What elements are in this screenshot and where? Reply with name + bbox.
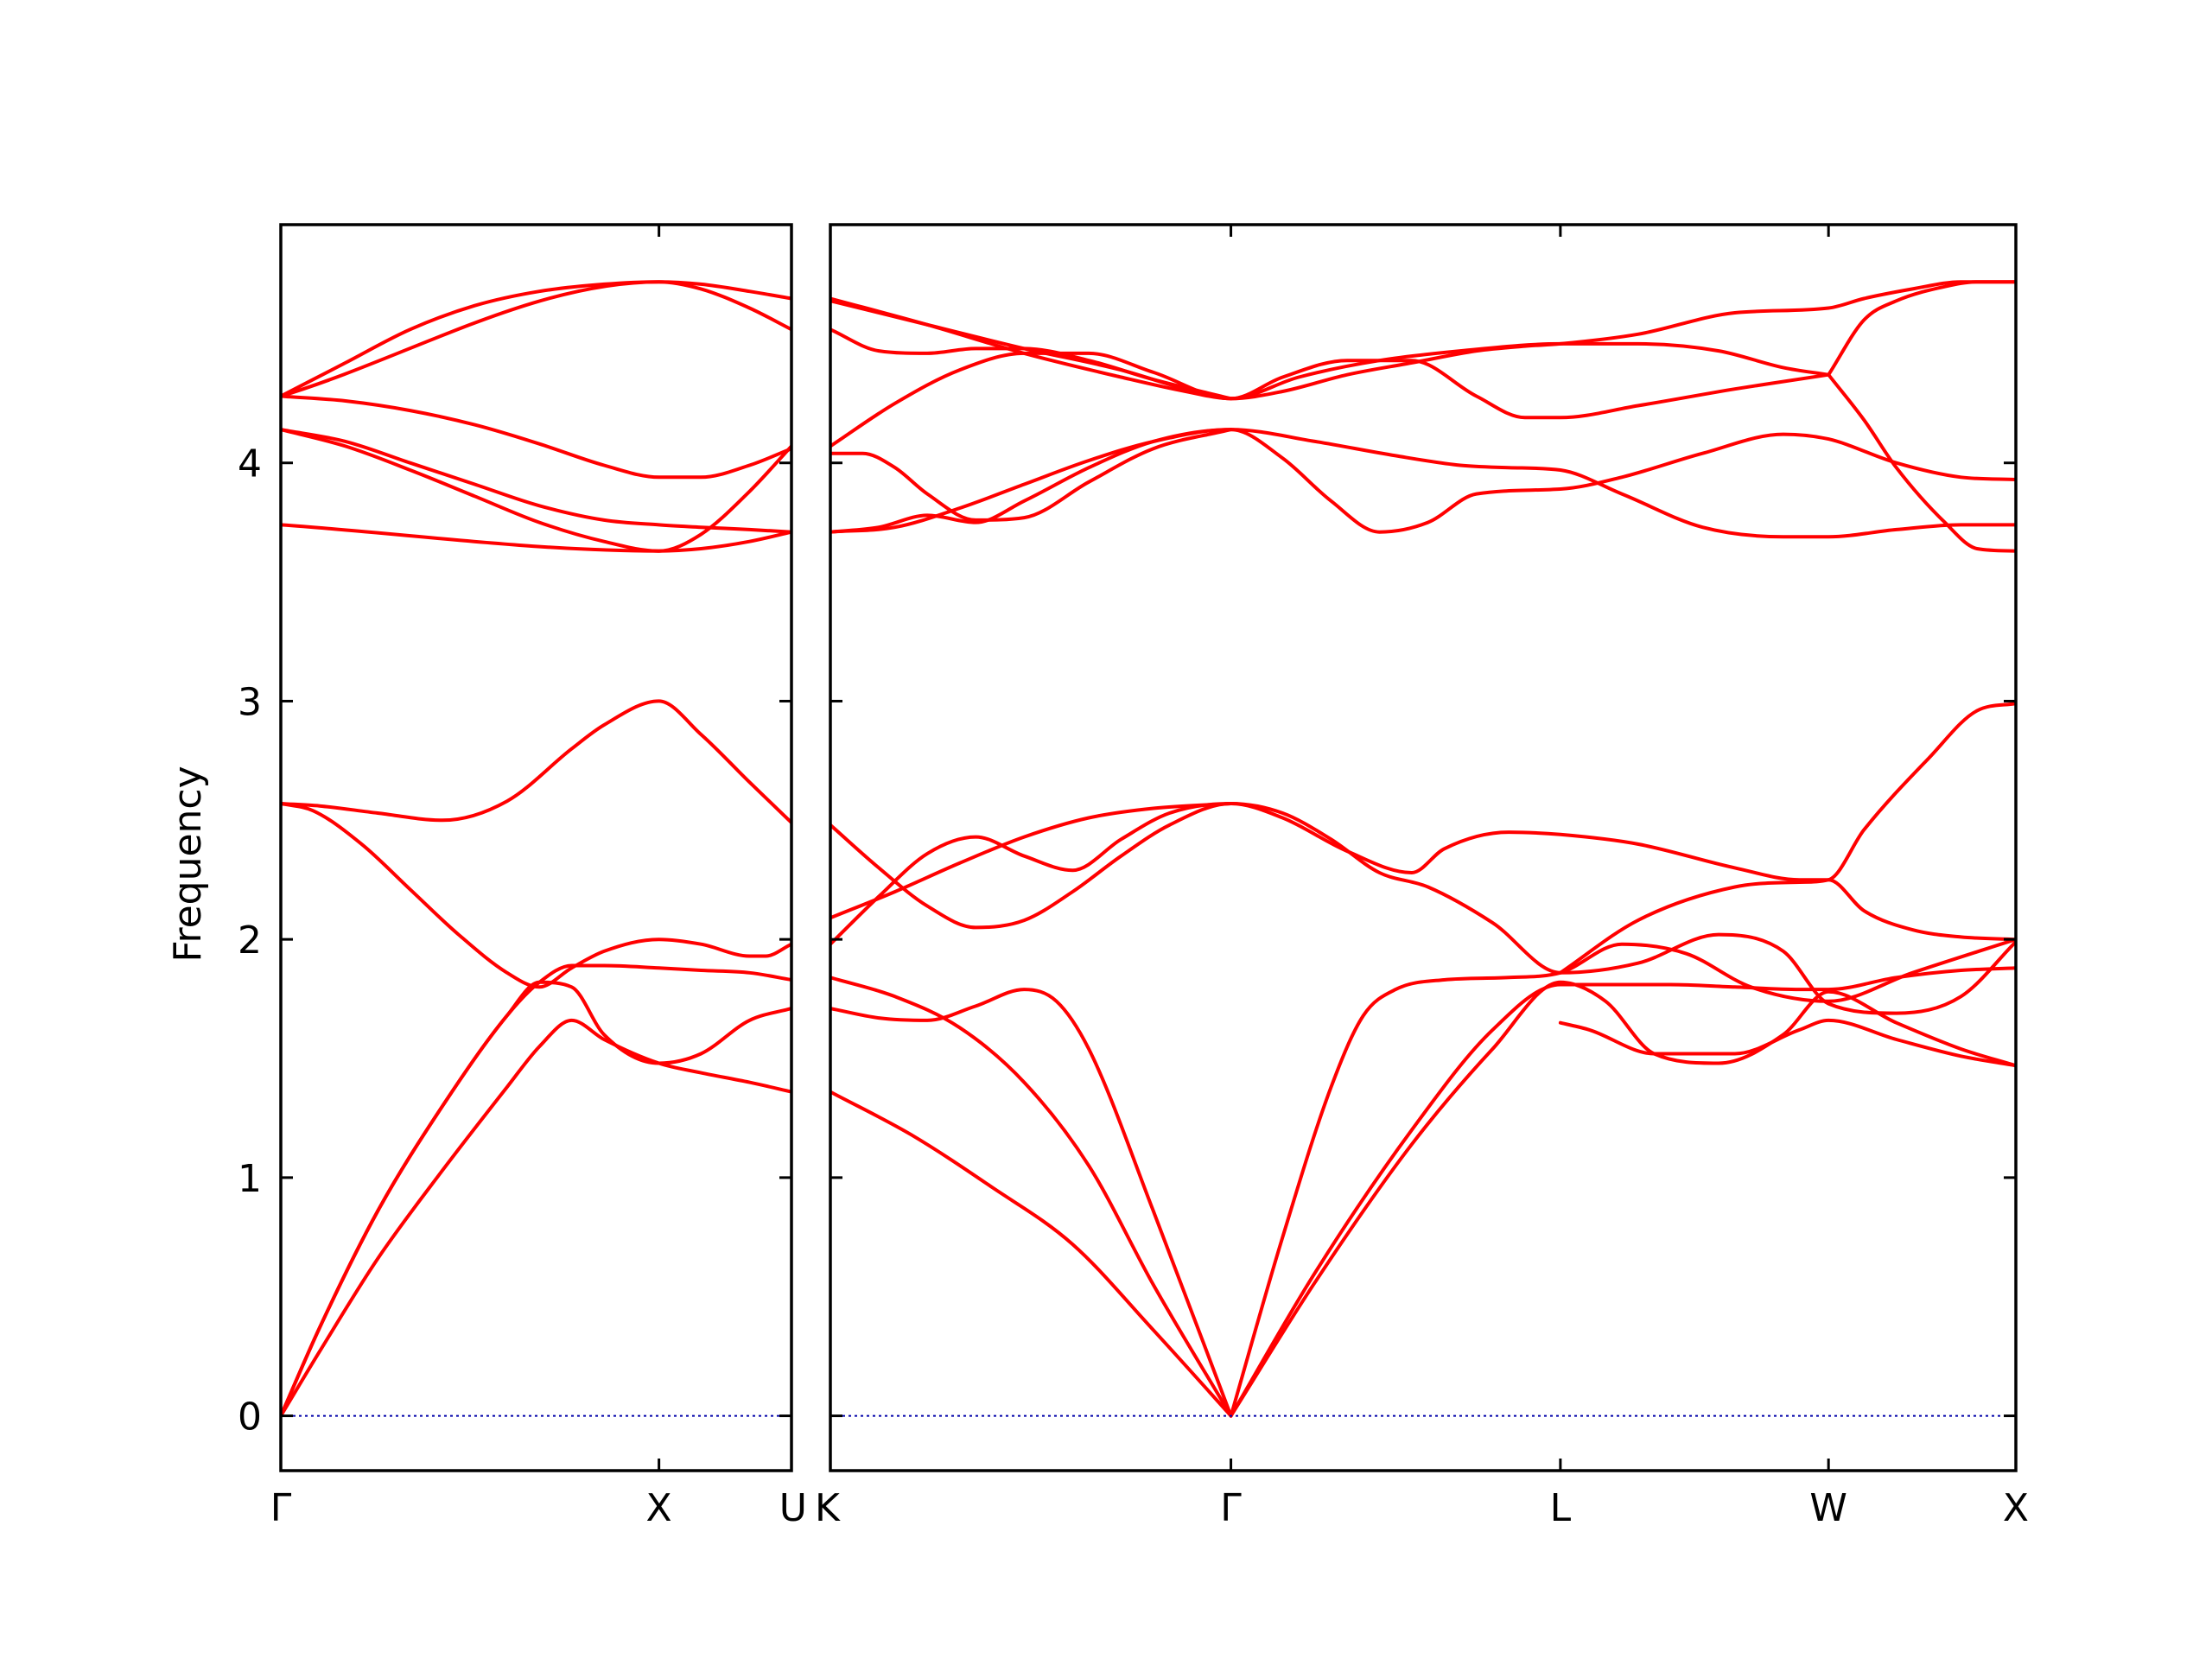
band-line — [281, 802, 791, 989]
band-line — [281, 444, 791, 553]
y-tick-label: 3 — [238, 680, 262, 724]
x-tick-label: W — [1809, 1486, 1847, 1530]
band-line — [281, 394, 791, 480]
band-line — [1827, 372, 2016, 553]
x-tick-label: Γ — [1220, 1486, 1242, 1530]
band-line — [281, 1018, 791, 1418]
panel-left: Γ X U 0 1 2 3 4 — [238, 223, 807, 1530]
band-line — [281, 428, 791, 553]
y-tick-label: 4 — [238, 442, 262, 486]
band-line — [281, 428, 791, 534]
y-tick-label: 2 — [238, 918, 262, 963]
band-line — [830, 428, 1233, 522]
band-line — [830, 988, 1233, 1418]
x-tick-label: L — [1550, 1486, 1572, 1530]
band-line — [830, 341, 1831, 448]
band-line — [1558, 1018, 2016, 1068]
band-line — [1229, 980, 2016, 1418]
y-axis-label: Frequency — [166, 766, 210, 962]
axes-frame — [279, 223, 793, 1472]
band-line — [281, 280, 791, 398]
band-line — [830, 1090, 1233, 1418]
band-line — [1827, 280, 2016, 377]
x-tick-label: X — [646, 1486, 672, 1530]
band-line — [830, 976, 1233, 1418]
x-tick-label: X — [2003, 1486, 2029, 1530]
band-line — [830, 428, 2016, 539]
band-line — [281, 699, 791, 824]
band-line — [830, 802, 2016, 1015]
band-line — [1558, 702, 2016, 975]
x-tick-label: K — [815, 1486, 841, 1530]
band-line — [830, 428, 2016, 534]
x-tick-label: Γ — [270, 1486, 292, 1530]
band-line — [830, 802, 1233, 920]
band-line — [1229, 938, 2016, 1418]
x-tick-label: U — [779, 1486, 807, 1530]
y-tick-label: 0 — [238, 1395, 262, 1440]
band-line — [830, 296, 1831, 420]
plot-area — [281, 280, 791, 1418]
band-line — [281, 280, 791, 398]
band-line — [1229, 966, 2016, 1418]
y-tick-label: 1 — [238, 1157, 262, 1201]
plot-area — [830, 280, 2016, 1418]
band-line — [281, 980, 791, 1418]
axes-frame — [829, 223, 2018, 1472]
band-line — [830, 280, 2016, 401]
